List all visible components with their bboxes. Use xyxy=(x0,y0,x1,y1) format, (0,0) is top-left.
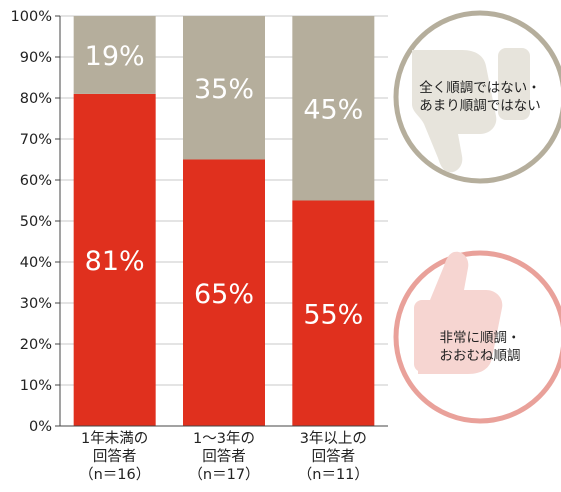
y-axis: 0% 10% 20% 30% 40% 50% 60% 70% 80% 90% 100% xyxy=(11,9,61,435)
y-tick-label: 10% xyxy=(20,378,52,394)
bar-segment-not-smooth xyxy=(292,16,375,201)
legend-item-smooth: 非常に順調・ おおむね順調 xyxy=(393,250,561,424)
y-tick-label: 30% xyxy=(20,296,52,312)
legend-item-not-smooth: 全く順調ではない・ あまり順調ではない xyxy=(393,10,561,184)
y-tick-label: 80% xyxy=(20,91,52,107)
data-label: 19% xyxy=(85,41,145,72)
data-label: 65% xyxy=(194,279,254,310)
y-tick-label: 40% xyxy=(20,255,52,271)
y-tick-label: 70% xyxy=(20,132,52,148)
y-tick-label: 60% xyxy=(20,173,52,189)
thumbs-up-icon xyxy=(414,251,503,374)
bar-segment-not-smooth xyxy=(73,16,156,94)
bars: 81% 19% 65% 35% 55% 45% xyxy=(73,16,375,427)
legend-text-not-smooth-line1: 全く順調ではない・ xyxy=(419,79,541,96)
x-axis: 1年未満の回答者（n＝16）1～3年の回答者（n＝17）3年以上の回答者（n＝1… xyxy=(60,425,388,483)
data-label: 55% xyxy=(303,299,363,330)
x-category-label: （n＝17） xyxy=(188,466,259,483)
y-tick-label: 50% xyxy=(20,214,52,230)
legend-text-not-smooth-line2: あまり順調ではない xyxy=(419,98,541,114)
x-category-label: 1～3年の xyxy=(193,430,255,447)
y-tick-label: 100% xyxy=(11,9,52,25)
y-tick-label: 90% xyxy=(20,50,52,66)
y-tick-label: 20% xyxy=(20,337,52,353)
bar-segment-smooth xyxy=(73,93,156,427)
x-category-label: （n＝11） xyxy=(298,466,369,483)
x-category-label: 回答者 xyxy=(312,448,356,465)
x-category-label: 3年以上の xyxy=(300,430,367,447)
x-category-label: （n＝16） xyxy=(79,466,150,483)
x-category-label: 回答者 xyxy=(202,448,246,465)
legend-text-smooth-line2: おおむね順調 xyxy=(440,348,521,364)
data-label: 45% xyxy=(303,94,363,125)
x-category-label: 回答者 xyxy=(93,448,137,465)
thumbs-down-icon xyxy=(412,48,530,173)
bar-segment-not-smooth xyxy=(183,16,265,160)
data-label: 81% xyxy=(85,246,145,277)
bar-segment-smooth xyxy=(292,200,375,426)
legend-text-smooth-line1: 非常に順調・ xyxy=(440,330,521,346)
bar-segment-smooth xyxy=(183,159,265,426)
data-label: 35% xyxy=(194,74,254,105)
y-tick-label: 0% xyxy=(29,419,52,435)
x-category-label: 1年未満の xyxy=(81,430,148,447)
